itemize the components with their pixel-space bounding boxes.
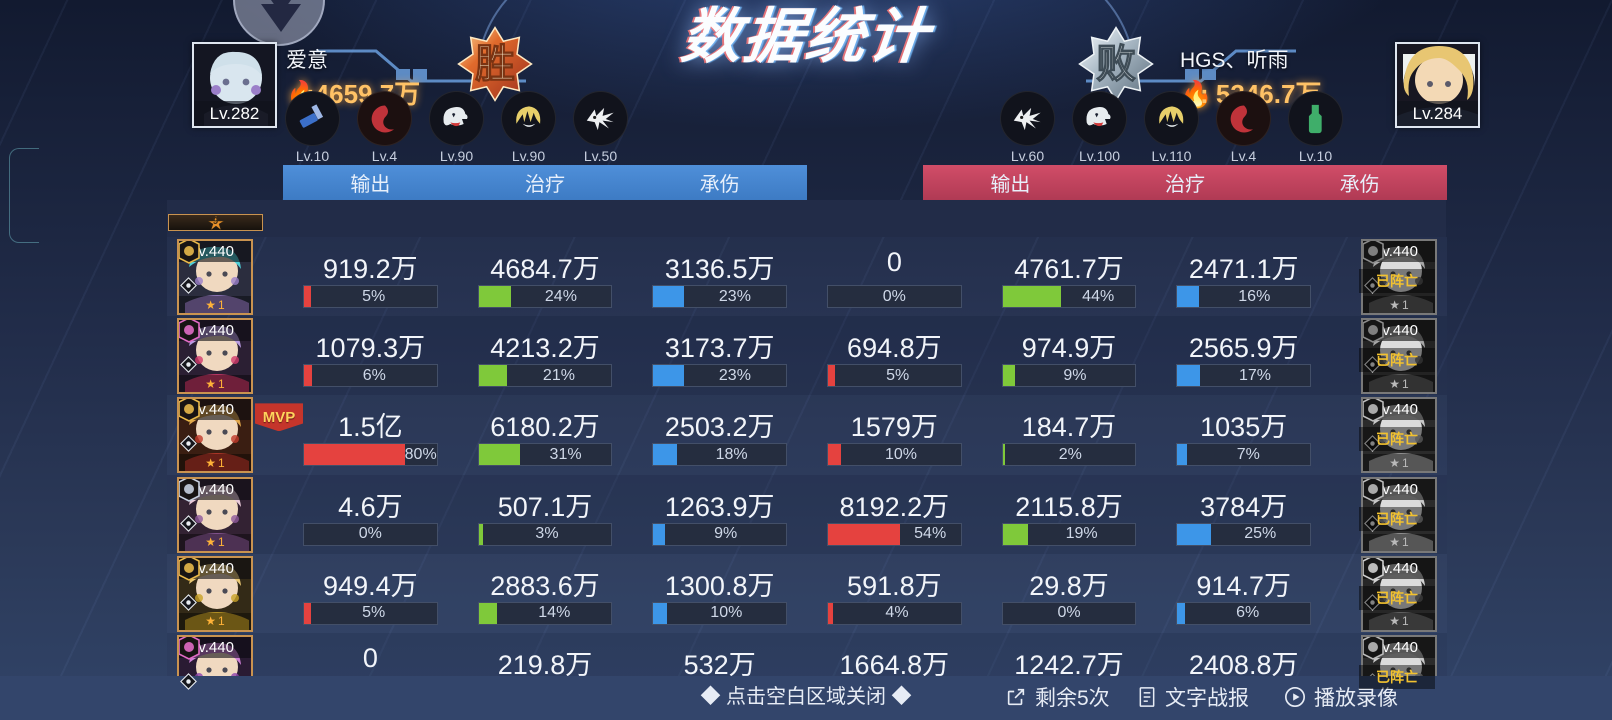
svg-text:败: 败 <box>1096 43 1136 87</box>
svg-text:胜: 胜 <box>475 43 515 87</box>
